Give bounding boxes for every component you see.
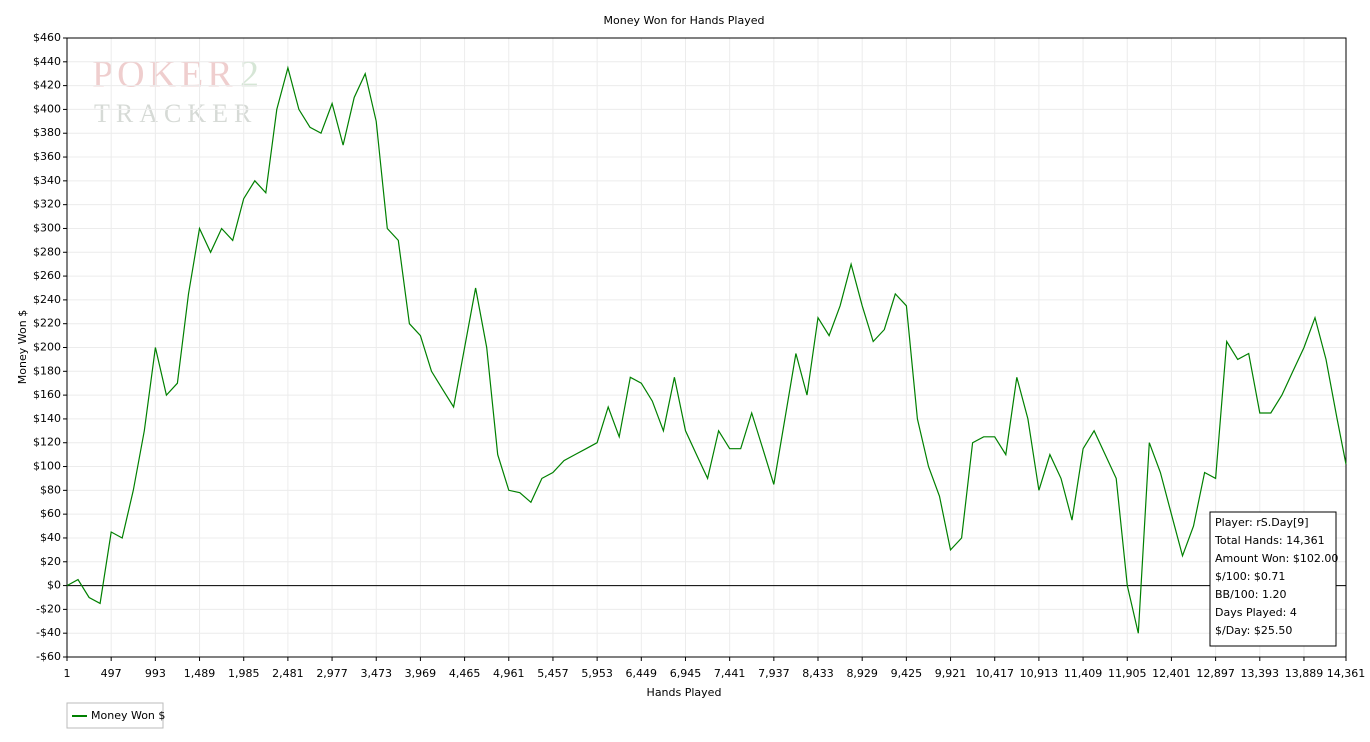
y-tick-label: $300: [33, 221, 61, 234]
y-tick-label: $460: [33, 31, 61, 44]
watermark: POKER TRACKER 2: [92, 54, 259, 128]
x-tick-label: 10,913: [1020, 667, 1059, 680]
watermark-text: TRACKER: [94, 99, 257, 128]
x-tick-label: 13,393: [1241, 667, 1280, 680]
y-tick-label: $280: [33, 245, 61, 258]
plot-frame: [66, 37, 1347, 658]
info-text: Player: rS.Day[9]: [1215, 516, 1309, 529]
x-tick-label: 9,921: [935, 667, 967, 680]
y-tick-label: -$60: [36, 650, 61, 663]
info-text: $/100: $0.71: [1215, 570, 1285, 583]
y-tick-label: $100: [33, 460, 61, 473]
x-tick-label: 6,945: [670, 667, 702, 680]
y-tick-label: $220: [33, 317, 61, 330]
y-tick-label: $140: [33, 412, 61, 425]
y-tick-label: -$20: [36, 602, 61, 615]
x-tick-label: 11,409: [1064, 667, 1103, 680]
y-tick-label: $80: [40, 483, 61, 496]
x-tick-label: 14,361: [1327, 667, 1366, 680]
y-tick-label: $380: [33, 126, 61, 139]
chart-title: Money Won for Hands Played: [604, 14, 765, 27]
y-tick-label: $200: [33, 341, 61, 354]
x-tick-label: 7,937: [758, 667, 790, 680]
y-tick-label: $360: [33, 150, 61, 163]
x-tick-label: 4,961: [493, 667, 525, 680]
plot-area: -$60 -$40 -$20 $0 $20 $40 $60 $80 $100 $120 $140 $1…: [33, 31, 1365, 680]
y-tick-label: $240: [33, 293, 61, 306]
y-tick-label: $400: [33, 102, 61, 115]
legend-label: Money Won $: [91, 709, 165, 722]
x-tick-label: 2,977: [316, 667, 348, 680]
x-tick-label: 12,897: [1196, 667, 1235, 680]
x-tick-label: 7,441: [714, 667, 746, 680]
data-line: [66, 65, 1347, 634]
y-tick-label: $60: [40, 507, 61, 520]
info-text: $/Day: $25.50: [1215, 624, 1292, 637]
y-axis-label: Money Won $: [16, 310, 29, 384]
x-tick-label: 9,425: [891, 667, 923, 680]
y-tick-label: $180: [33, 364, 61, 377]
x-tick-label: 10,417: [975, 667, 1014, 680]
y-tick-label: $420: [33, 79, 61, 92]
x-tick-label: 8,929: [846, 667, 878, 680]
x-tick-label: 3,473: [360, 667, 392, 680]
x-tick-label: 8,433: [802, 667, 834, 680]
x-tick-label: 11,905: [1108, 667, 1147, 680]
x-tick-label: 3,969: [405, 667, 437, 680]
x-tick-label: 12,401: [1152, 667, 1191, 680]
x-tick-label: 1: [64, 667, 71, 680]
legend: Money Won $: [72, 709, 165, 722]
x-tick-label: 5,953: [581, 667, 613, 680]
info-text: Amount Won: $102.00: [1215, 552, 1338, 565]
y-tick-label: $340: [33, 174, 61, 187]
x-tick-label: 6,449: [626, 667, 658, 680]
info-text: Days Played: 4: [1215, 606, 1297, 619]
x-tick-label: 497: [101, 667, 122, 680]
x-tick-label: 5,457: [537, 667, 569, 680]
x-tick-label: 2,481: [272, 667, 304, 680]
y-tick-label: $40: [40, 531, 61, 544]
y-tick-label: $440: [33, 55, 61, 68]
info-text: BB/100: 1.20: [1215, 588, 1287, 601]
y-tick-label: $120: [33, 436, 61, 449]
x-tick-label: 4,465: [449, 667, 481, 680]
y-tick-label: $20: [40, 555, 61, 568]
x-tick-label: 13,889: [1285, 667, 1324, 680]
x-tick-label: 1,489: [184, 667, 216, 680]
y-tick-label: -$40: [36, 626, 61, 639]
info-box: [1209, 511, 1337, 647]
info-list: Player: rS.Day[9] Total Hands: 14,361 Amou…: [1214, 516, 1338, 637]
x-tick-label: 993: [145, 667, 166, 680]
x-axis-label: Hands Played: [647, 686, 722, 699]
y-tick-label: $320: [33, 198, 61, 211]
info-text: Total Hands: 14,361: [1214, 534, 1325, 547]
y-tick-label: $160: [33, 388, 61, 401]
x-tick-label: 1,985: [228, 667, 260, 680]
y-tick-label: $260: [33, 269, 61, 282]
watermark-text: POKER: [92, 54, 237, 96]
y-tick-label: $0: [47, 579, 61, 592]
watermark-text: 2: [240, 54, 259, 96]
